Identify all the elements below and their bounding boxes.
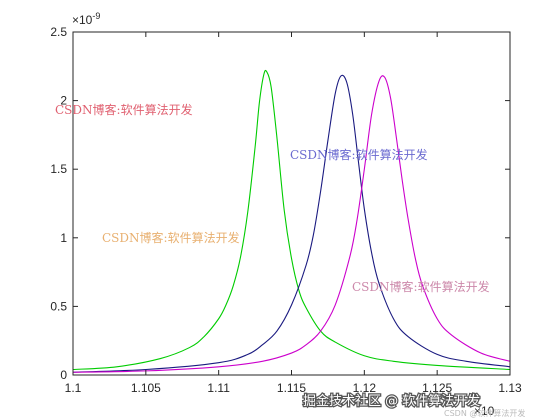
x-tick-label: 1.125 (422, 381, 452, 395)
x-tick-label: 1.11 (207, 381, 230, 395)
x-tick-label: 1.12 (353, 381, 377, 395)
series-layer (72, 69, 511, 373)
watermark-2: CSDN博客:软件算法开发 (290, 147, 428, 162)
y-tick-label: 1.5 (50, 162, 67, 176)
x-tick-label: 1.1 (65, 381, 82, 395)
plot-area (73, 32, 510, 375)
watermark-1: CSDN博客:软件算法开发 (55, 102, 193, 117)
footer-watermark: 掘金技术社区 @ 软件算法开发 (303, 393, 480, 409)
green-resonance-curve (72, 69, 511, 371)
x-tick-label: 1.13 (498, 381, 522, 395)
footer-watermark-small: CSDN @软件算法开发 (444, 408, 525, 418)
magenta-resonance-curve (72, 75, 511, 373)
y-tick-label: 2 (60, 94, 67, 108)
y-tick-label: 0 (60, 368, 67, 382)
y-tick-label: 0.5 (50, 299, 67, 313)
tick-layer: 1.1 1.105 1.11 1.115 1.12 1.125 1.13 0 0.5 1 1.5 2 2… (50, 25, 522, 395)
y-tick-label: 2.5 (50, 25, 67, 39)
x-tick-label: 1.105 (131, 381, 161, 395)
watermark-3: CSDN博客:软件算法开发 (102, 230, 240, 245)
x-exponent-label: ×10 (474, 404, 495, 418)
navy-resonance-curve (72, 74, 511, 373)
y-exponent-label: ×10-9 (72, 11, 100, 27)
y-tick-label: 1 (60, 231, 67, 245)
x-tick-label: 1.115 (277, 381, 306, 395)
watermark-4: CSDN博客:软件算法开发 (352, 279, 490, 294)
